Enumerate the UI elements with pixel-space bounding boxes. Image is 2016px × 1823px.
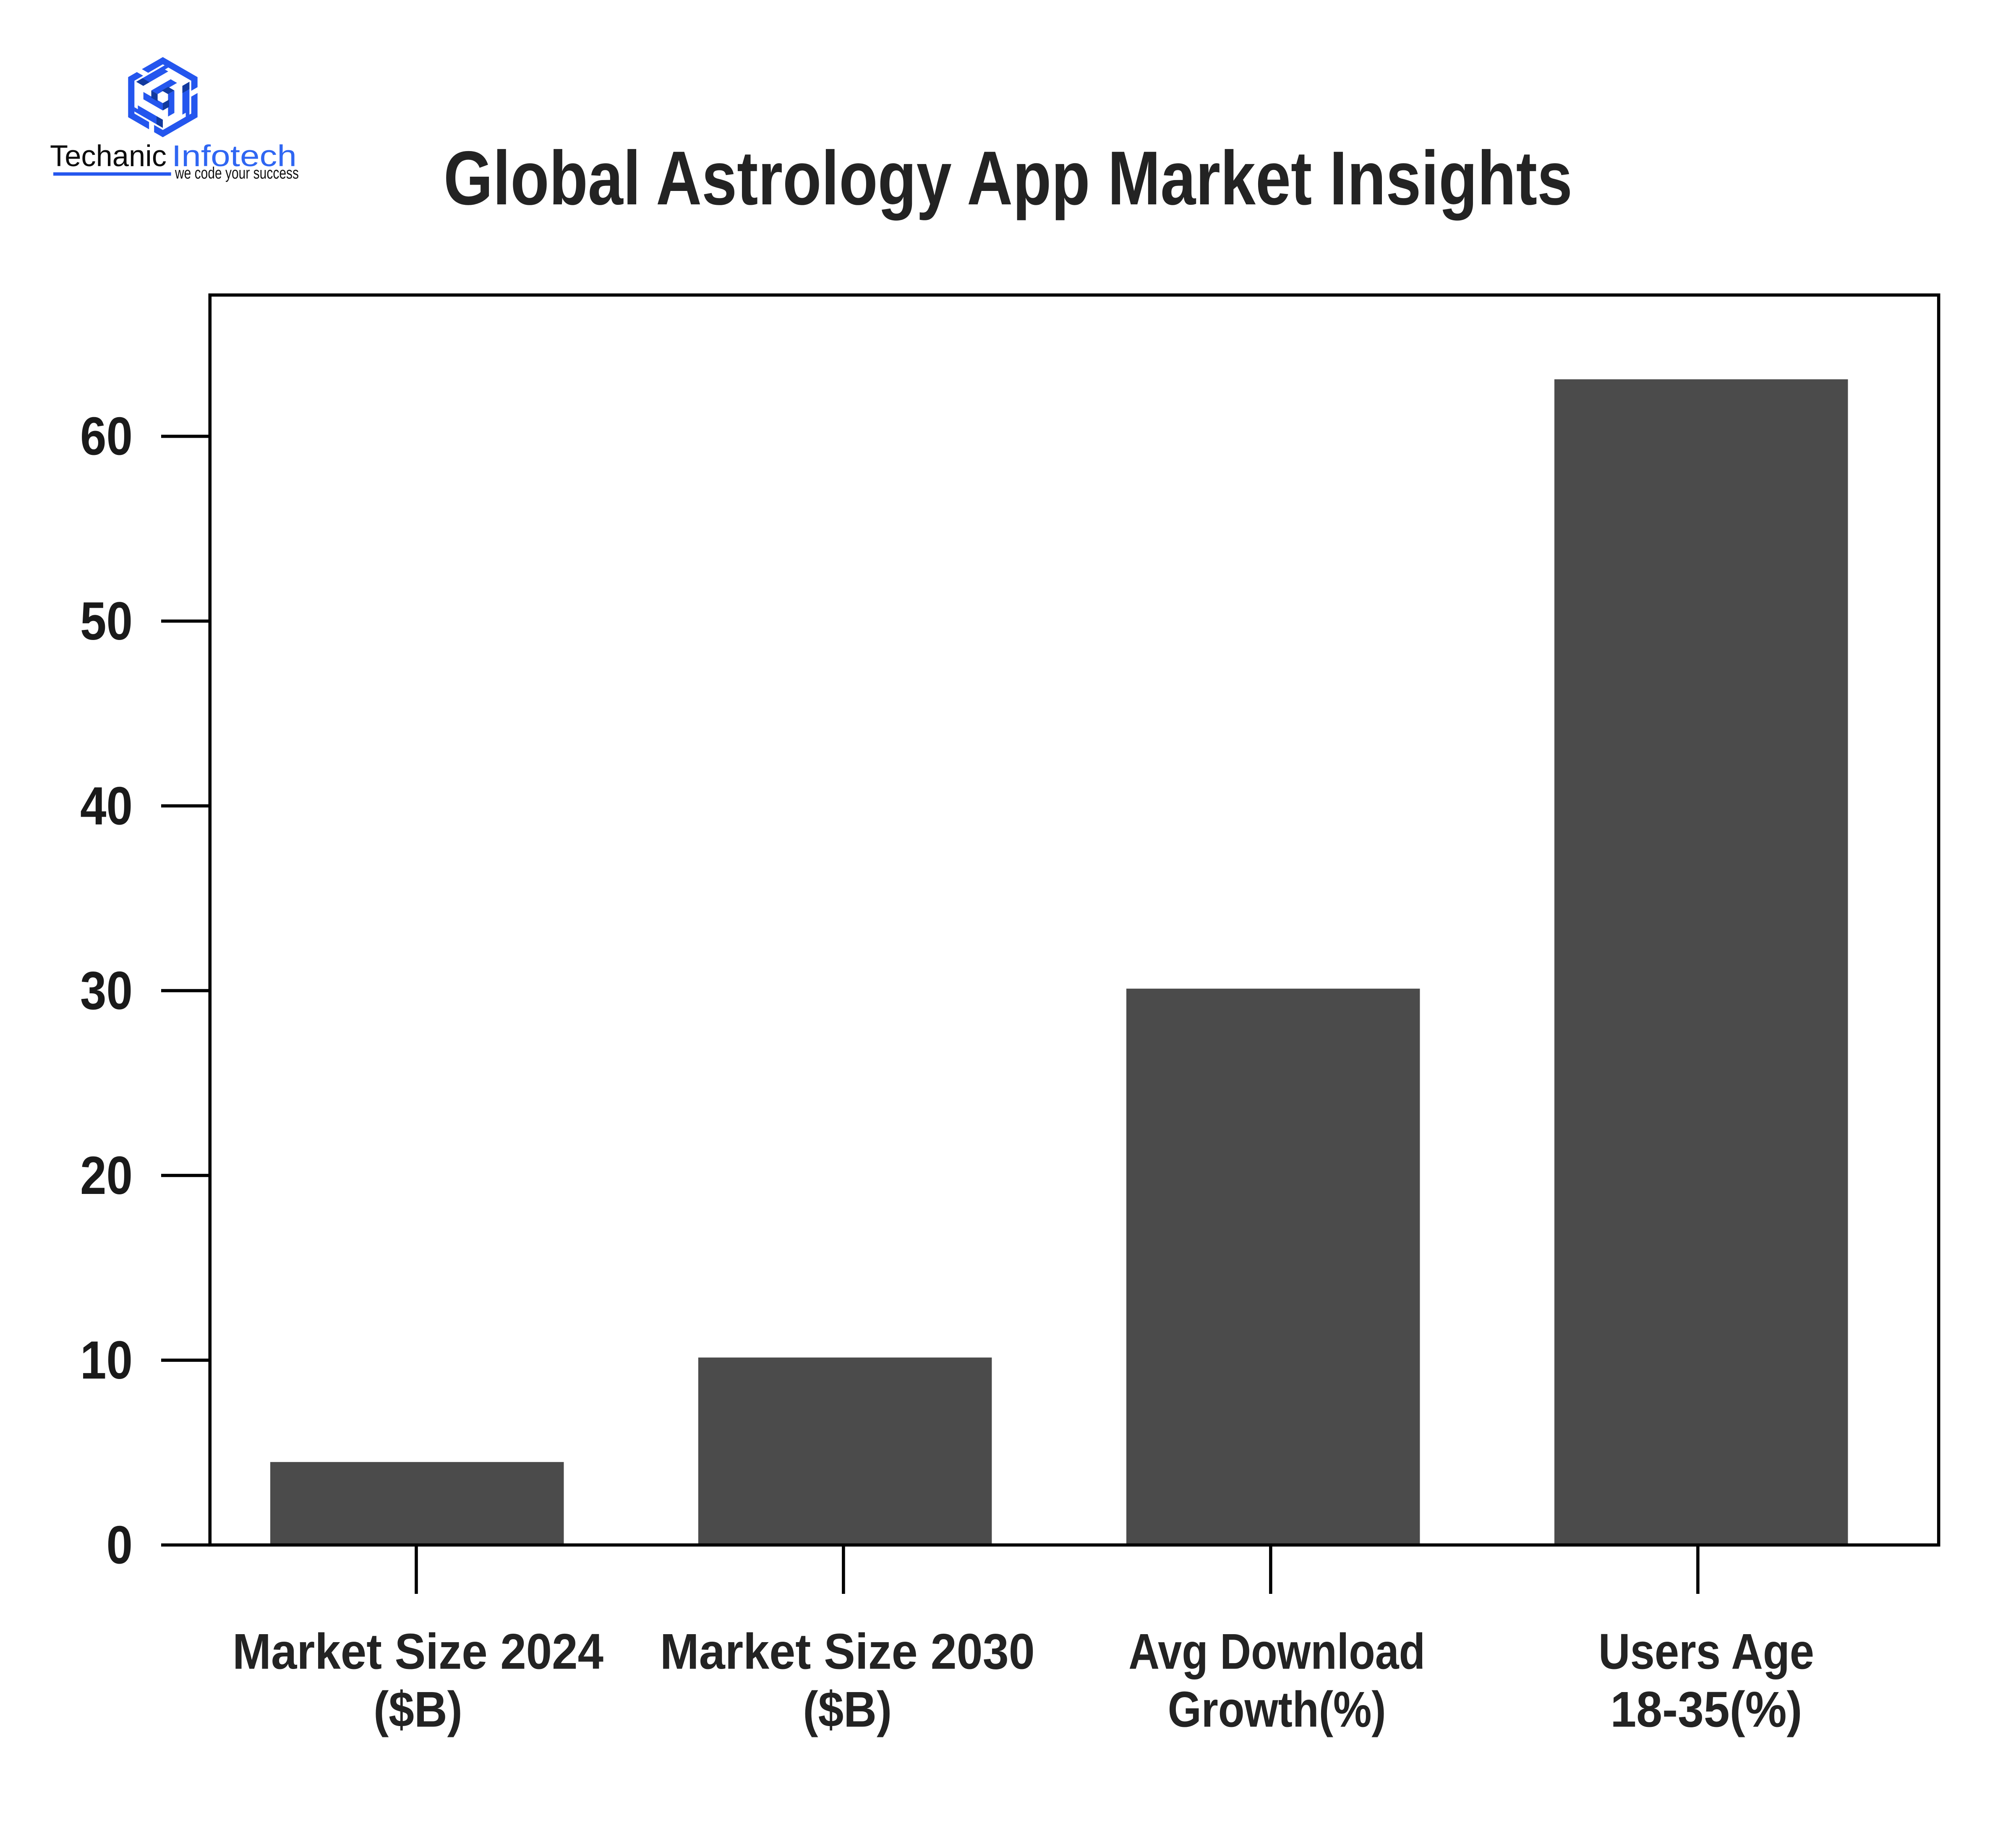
svg-text:20: 20 <box>80 1146 133 1206</box>
svg-text:Techanic: Techanic <box>50 140 167 173</box>
svg-text:40: 40 <box>80 776 133 836</box>
svg-text:Users Age: Users Age <box>1598 1623 1814 1679</box>
svg-text:Market Size 2024: Market Size 2024 <box>232 1623 603 1679</box>
svg-text:10: 10 <box>80 1330 133 1390</box>
svg-text:18-35(%): 18-35(%) <box>1611 1682 1802 1738</box>
svg-text:Infotech: Infotech <box>172 140 297 173</box>
svg-text:60: 60 <box>80 407 133 467</box>
svg-text:30: 30 <box>80 961 133 1021</box>
svg-text:0: 0 <box>107 1515 133 1575</box>
svg-text:($B): ($B) <box>373 1682 462 1738</box>
svg-text:Avg Download: Avg Download <box>1128 1623 1425 1679</box>
svg-text:Global Astrology App Market In: Global Astrology App Market Insights <box>444 135 1572 221</box>
svg-text:Market Size 2030: Market Size 2030 <box>660 1623 1035 1679</box>
svg-text:we code your success: we code your success <box>175 164 299 182</box>
svg-text:50: 50 <box>80 591 133 651</box>
svg-text:($B): ($B) <box>803 1682 892 1738</box>
svg-text:Growth(%): Growth(%) <box>1168 1682 1386 1738</box>
